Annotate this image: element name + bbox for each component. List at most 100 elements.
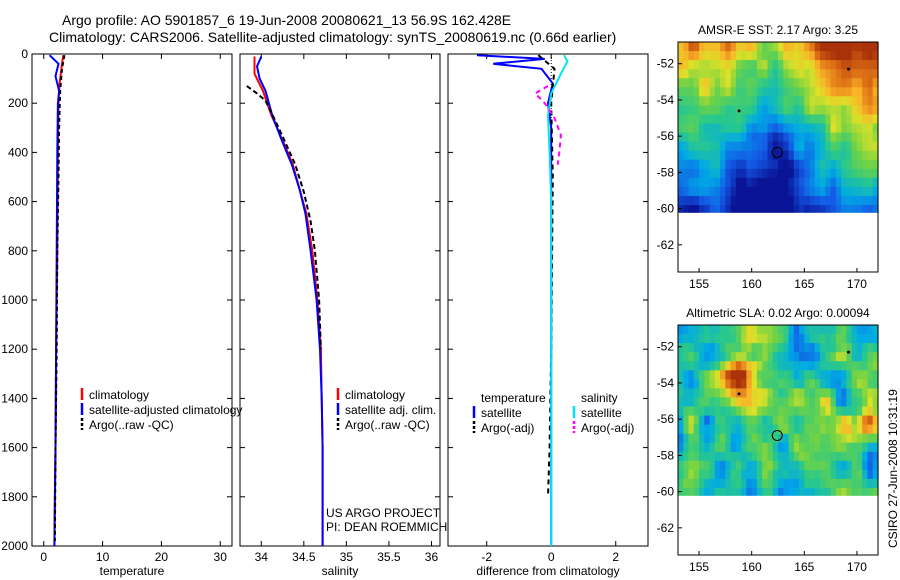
sla_map-cell [751, 325, 758, 335]
sla_map-cell [704, 343, 711, 353]
sla_map-title: Altimetric SLA: 0.02 Argo: 0.00094 [686, 306, 870, 320]
sla_map-cell [704, 488, 711, 496]
sst_map-cell [704, 186, 711, 197]
sst_map-cell [799, 78, 805, 88]
sst_map-cell [714, 186, 721, 197]
sla_map-cell [762, 478, 769, 489]
sla_map-cell [730, 460, 737, 471]
sla_map-cell [741, 460, 748, 471]
sst_map-cell [820, 159, 826, 170]
sla_map-cell [841, 442, 848, 453]
sla_map-cell [778, 460, 784, 471]
sla_map-cell [783, 460, 790, 471]
sst_map-cell [683, 141, 690, 152]
sst_map-cell [683, 177, 690, 188]
sla_map-cell [714, 460, 721, 471]
sla_map-cell [820, 352, 826, 362]
sla_map-cell [814, 379, 821, 389]
sst_map-cell [856, 42, 863, 52]
sst_map-cell [778, 132, 784, 143]
sla_map-cell [872, 406, 879, 417]
sst_map-cell [678, 96, 684, 106]
sst_map-cell [746, 159, 753, 170]
sst_map-cell [751, 114, 758, 125]
sla_map-cell [778, 442, 784, 453]
sla_map-cell [704, 451, 711, 462]
sla_map-cell [851, 397, 858, 408]
sla_map-cell [756, 361, 763, 371]
sst_map-cell [678, 87, 684, 97]
sla_map-cell [767, 478, 774, 489]
sst_map-cell [746, 123, 753, 134]
sst_map-cell [804, 114, 811, 125]
sla_map-cell [772, 424, 779, 435]
sst_map-cell [735, 51, 742, 61]
sst_map-cell [678, 114, 684, 125]
sla_map-cell [788, 379, 795, 389]
sla_map-cell [799, 361, 805, 371]
sst_map-cell [835, 105, 842, 116]
sla_map-cell [772, 415, 779, 426]
sla_map-cell [783, 343, 790, 353]
sla_map-cell [762, 424, 769, 435]
sla_map-cell [693, 415, 700, 426]
sla_map-cell [762, 388, 769, 399]
sla_map-cell [778, 415, 784, 426]
sla_map-cell [809, 442, 816, 453]
sst_map-cell [841, 195, 848, 206]
sst_map-cell [820, 168, 826, 179]
sla_map-cell [683, 406, 690, 417]
sla_map-cell [862, 460, 869, 471]
sst_map-cell [820, 150, 826, 161]
sst_map-cell [872, 105, 879, 116]
sst_map-cell [799, 42, 805, 52]
sst_map-cell [872, 132, 879, 143]
sst_map-cell [778, 177, 784, 188]
sst_map-cell [767, 87, 774, 97]
sla_map-cell [841, 388, 848, 399]
sst_map-cell [846, 168, 853, 179]
sst_map-cell [783, 150, 790, 161]
sst_map-cell [846, 159, 853, 170]
sla_map-cell [762, 343, 769, 353]
sla_map-cell [688, 433, 695, 444]
sst_map-cell [735, 168, 742, 179]
sla_map-cell [809, 352, 816, 362]
sst_map-cell [756, 150, 763, 161]
sst_map-cell [830, 150, 837, 161]
sst_map-cell [751, 51, 758, 61]
sla_map-cell [851, 433, 858, 444]
sla_map-cell [851, 442, 858, 453]
sst_map-cell [862, 96, 869, 106]
sst_map-cell [783, 114, 790, 125]
sla_map-cell [846, 460, 853, 471]
sla_map-cell [862, 370, 869, 380]
sst_map-cell [751, 87, 758, 97]
depth-tick-label: 1600 [1, 441, 28, 455]
sst_map-cell [756, 42, 763, 52]
sst_map-cell [735, 186, 742, 197]
sla_map-cell [704, 424, 711, 435]
sst_map-cell [841, 60, 848, 70]
sla_map-cell [704, 478, 711, 489]
sla_map-cell [783, 325, 790, 335]
sst_map-cell [846, 60, 853, 70]
sst_map-cell [699, 168, 705, 179]
sst_map-cell [793, 186, 800, 197]
sla_map-cell [783, 433, 790, 444]
sst_map-cell [772, 42, 779, 52]
sla_map-cell [735, 442, 742, 453]
sst_map-cell [725, 78, 732, 88]
sla_map-cell [772, 352, 779, 362]
sst_map-cell [767, 195, 774, 206]
sst_map-cell [772, 132, 779, 143]
sla_map-cell [688, 488, 695, 496]
sla_map-cell [693, 352, 700, 362]
sla_map-cell [767, 460, 774, 471]
sla_map-cell [688, 478, 695, 489]
sst_map-cell [767, 42, 774, 52]
sla_map-cell [762, 469, 769, 480]
sla_map-cell [820, 361, 826, 371]
sst_map-cell [762, 132, 769, 143]
sla_map-cell [725, 397, 732, 408]
